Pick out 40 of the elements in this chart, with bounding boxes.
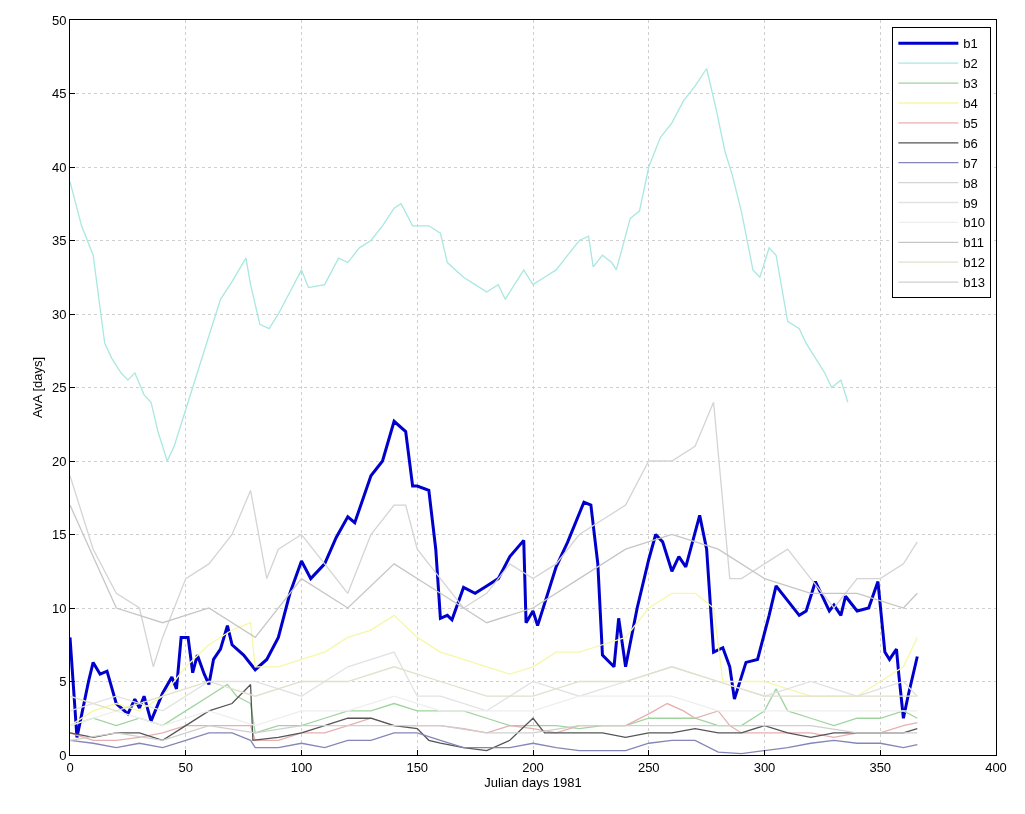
x-tick-label: 150 [406,759,429,775]
y-tick-label: 5 [59,674,67,690]
legend-label: b6 [963,135,978,151]
y-tick-label: 35 [51,233,67,249]
y-axis-title: AvA [days] [29,356,45,419]
y-tick-label: 25 [51,380,67,396]
legend-label: b5 [963,115,978,131]
y-tick-label: 20 [51,453,67,469]
x-axis-title: Julian days 1981 [484,775,582,791]
legend-label: b13 [963,275,986,291]
x-tick-label: 250 [637,759,660,775]
x-tick-label: 400 [985,759,1007,775]
legend-label: b2 [963,56,978,72]
legend-label: b3 [963,76,978,92]
line-series [70,67,849,462]
y-tick-label: 30 [51,306,67,322]
legend-label: b7 [963,155,978,171]
line-series [70,419,919,739]
x-tick-label: 350 [869,759,892,775]
legend-label: b11 [963,235,985,251]
legend-label: b12 [963,255,986,271]
line-series [70,666,918,712]
legend-label: b1 [963,36,978,52]
x-tick-label: 300 [753,759,776,775]
y-tick-label: 50 [51,12,67,28]
x-tick-label: 50 [178,759,193,775]
legend-label: b10 [963,215,986,231]
y-tick-label: 15 [51,527,67,543]
line-series [70,732,918,755]
y-tick-label: 0 [59,747,67,763]
legend-label: b4 [963,96,978,112]
y-tick-label: 40 [51,159,67,175]
x-tick-label: 200 [522,759,544,775]
line-series [70,592,918,727]
x-tick-label: 100 [290,759,313,775]
y-tick-label: 10 [51,600,67,616]
legend-label: b9 [963,195,978,211]
y-tick-label: 45 [51,86,67,102]
legend-label: b8 [963,175,978,191]
line-series [70,683,918,752]
